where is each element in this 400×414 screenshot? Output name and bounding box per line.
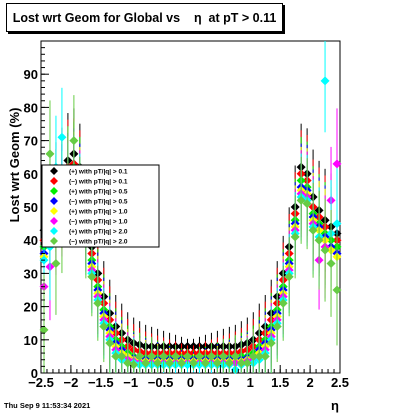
data-point (272, 322, 282, 332)
legend-marker (50, 207, 58, 215)
data-point (171, 351, 181, 361)
data-point (206, 351, 216, 361)
data-point (129, 360, 139, 370)
y-tick-label: 50 (24, 200, 38, 215)
data-point (141, 358, 151, 368)
data-point (200, 358, 210, 368)
legend-box (41, 164, 160, 248)
legend-label: (+) with pT/|q| > 2.0 (69, 229, 128, 236)
data-point (51, 258, 61, 268)
y-axis-label: Lost wrt Geom (%) (7, 108, 22, 223)
legend-label: (−) with pT/|q| > 0.5 (69, 199, 128, 206)
data-point (278, 298, 288, 308)
data-point (308, 225, 318, 235)
data-point (230, 351, 240, 361)
x-tick-label: 2 (306, 375, 313, 390)
data-point (194, 351, 204, 361)
data-point (254, 351, 264, 361)
x-tick-label: 1 (247, 375, 254, 390)
x-tick-label: −2.5 (28, 375, 54, 390)
data-point (135, 351, 145, 361)
data-point (302, 199, 312, 209)
data-point (332, 285, 342, 295)
data-point (87, 272, 97, 282)
y-tick-label: 40 (24, 233, 38, 248)
legend-label: (+) with pT/|q| > 1.0 (69, 209, 128, 216)
y-tick-label: 20 (24, 300, 38, 315)
x-tick-label: −0.5 (148, 375, 174, 390)
data-point (326, 258, 336, 268)
data-point (332, 159, 342, 169)
x-tick-label: −1 (123, 375, 138, 390)
data-point (290, 232, 300, 242)
legend-marker (50, 187, 58, 195)
data-point (242, 358, 252, 368)
data-point (320, 76, 330, 86)
data-point (147, 351, 157, 361)
legend-label: (+) with pT/|q| > 0.5 (69, 189, 128, 196)
legend-label: (+) with pT/|q| > 0.1 (69, 169, 128, 176)
legend-marker (50, 227, 58, 235)
data-point (57, 132, 67, 142)
legend-marker (50, 217, 58, 225)
x-tick-label: 0.5 (211, 375, 229, 390)
chart-title: Lost wrt Geom for Global vs η at pT > 0.… (6, 3, 283, 32)
legend-label: (−) with pT/|q| > 1.0 (69, 219, 128, 226)
x-tick-label: 2.5 (331, 375, 349, 390)
data-point (159, 351, 169, 361)
legend-label: (−) with pT/|q| > 2.0 (69, 239, 128, 246)
data-point (45, 149, 55, 159)
data-point (93, 298, 103, 308)
legend-marker (50, 237, 58, 245)
data-point (260, 351, 270, 361)
data-point (212, 358, 222, 368)
x-tick-label: −2 (63, 375, 78, 390)
data-point (266, 338, 276, 348)
y-tick-label: 90 (24, 67, 38, 82)
data-point (69, 136, 79, 146)
data-point (224, 358, 234, 368)
data-point (153, 358, 163, 368)
y-tick-label: 80 (24, 100, 38, 115)
legend-label: (−) with pT/|q| > 0.1 (69, 179, 128, 186)
timestamp-footer: Thu Sep 9 11:53:34 2021 (4, 401, 91, 410)
data-point (296, 195, 306, 205)
data-point (248, 351, 258, 361)
x-tick-label: 0 (187, 375, 194, 390)
data-point (123, 358, 133, 368)
y-tick-label: 60 (24, 167, 38, 182)
x-tick-label: 1.5 (271, 375, 289, 390)
data-point (111, 351, 121, 361)
data-point (99, 322, 109, 332)
data-point (218, 351, 228, 361)
y-tick-label: 70 (24, 134, 38, 149)
data-point (105, 338, 115, 348)
data-point (188, 358, 198, 368)
legend: (+) with pT/|q| > 0.1 (−) with pT/|q| > 0… (41, 164, 160, 248)
data-point (320, 245, 330, 255)
data-point (332, 219, 342, 229)
legend-marker (50, 197, 58, 205)
legend-marker (50, 177, 58, 185)
data-point (284, 272, 294, 282)
y-tick-label: 10 (24, 333, 38, 348)
x-tick-label: −1.5 (88, 375, 114, 390)
data-point (183, 351, 193, 361)
data-point (39, 325, 49, 335)
data-point (117, 351, 127, 361)
x-axis-label: η (331, 398, 339, 413)
data-point (314, 235, 324, 245)
data-point (165, 358, 175, 368)
data-point (236, 358, 246, 368)
y-tick-label: 0 (31, 366, 38, 381)
y-tick-label: 30 (24, 266, 38, 281)
data-point (177, 358, 187, 368)
legend-marker (50, 167, 58, 175)
